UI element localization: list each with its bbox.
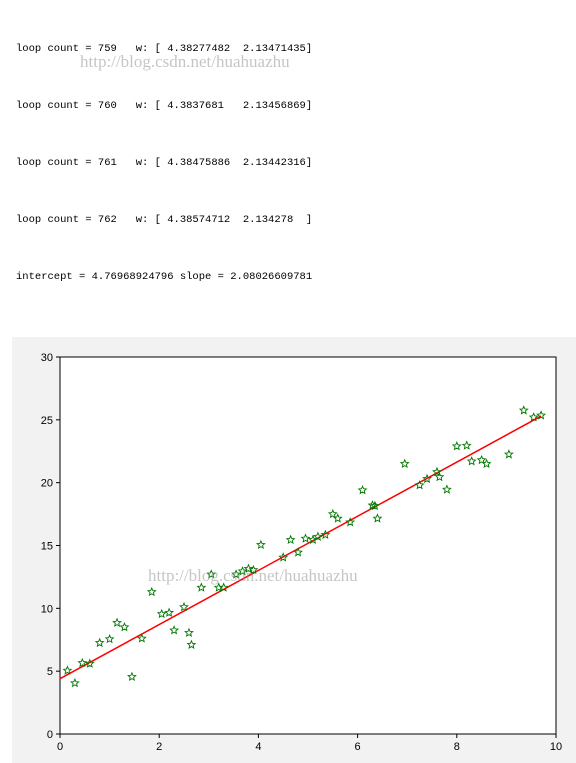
console-line: intercept = 4.76968924796 slope = 2.0802… — [16, 268, 560, 287]
console-line: loop count = 762 w: [ 4.38574712 2.13427… — [16, 211, 560, 230]
svg-text:0: 0 — [57, 741, 63, 753]
svg-text:6: 6 — [355, 741, 361, 753]
svg-text:10: 10 — [550, 741, 562, 753]
svg-text:8: 8 — [454, 741, 460, 753]
chart-svg: 0 2 4 6 8 10 0 5 10 15 20 25 30 — [12, 337, 576, 759]
svg-text:15: 15 — [41, 541, 53, 553]
svg-text:5: 5 — [47, 666, 53, 678]
console-line: loop count = 760 w: [ 4.3837681 2.134568… — [16, 97, 560, 116]
console-line: loop count = 759 w: [ 4.38277482 2.13471… — [16, 40, 560, 59]
console-line: loop count = 761 w: [ 4.38475886 2.13442… — [16, 154, 560, 173]
console-output: loop count = 759 w: [ 4.38277482 2.13471… — [0, 0, 576, 337]
svg-text:20: 20 — [41, 478, 53, 490]
regression-chart: 0246810051015202530 http://blog.csdn.net… — [12, 337, 576, 763]
svg-text:10: 10 — [41, 603, 53, 615]
svg-text:0: 0 — [47, 729, 53, 741]
svg-text:2: 2 — [156, 741, 162, 753]
svg-text:4: 4 — [255, 741, 261, 753]
svg-text:25: 25 — [41, 415, 53, 427]
svg-text:30: 30 — [41, 352, 53, 364]
